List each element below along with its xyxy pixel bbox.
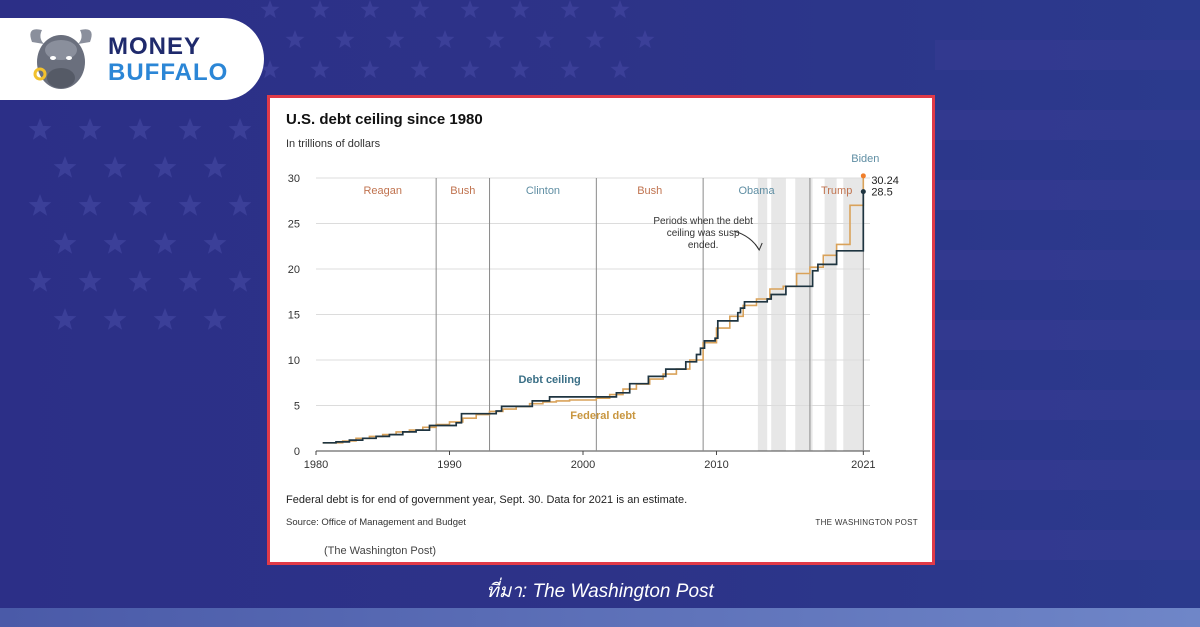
star-shape bbox=[203, 156, 227, 178]
presidency-label: Bush bbox=[450, 185, 475, 197]
star-shape bbox=[535, 30, 555, 49]
star-shape bbox=[153, 156, 177, 178]
star-shape bbox=[560, 0, 580, 19]
star-shape bbox=[103, 308, 127, 330]
chart-subtitle: In trillions of dollars bbox=[286, 138, 381, 150]
x-tick-label: 1990 bbox=[437, 459, 461, 471]
star-shape bbox=[153, 232, 177, 254]
x-tick-label: 2010 bbox=[704, 459, 728, 471]
star-shape bbox=[228, 270, 252, 292]
star-shape bbox=[285, 30, 305, 49]
x-tick-label: 1980 bbox=[304, 459, 328, 471]
star-shape bbox=[635, 30, 655, 49]
presidency-label: Bush bbox=[637, 185, 662, 197]
star-shape bbox=[78, 194, 102, 216]
star-shape bbox=[128, 270, 152, 292]
bottom-bar bbox=[0, 608, 1200, 627]
star-shape bbox=[410, 0, 430, 19]
annotation-arrowhead bbox=[754, 242, 763, 252]
star-shape bbox=[78, 270, 102, 292]
chart-card: U.S. debt ceiling since 1980 In trillions… bbox=[267, 95, 935, 565]
star-shape bbox=[335, 30, 355, 49]
star-shape bbox=[53, 156, 77, 178]
star-shape bbox=[460, 60, 480, 79]
star-shape bbox=[485, 30, 505, 49]
presidency-label: Trump bbox=[821, 185, 852, 197]
star-shape bbox=[610, 60, 630, 79]
star-shape bbox=[310, 60, 330, 79]
star-shape bbox=[260, 0, 280, 19]
star-shape bbox=[360, 60, 380, 79]
star-shape bbox=[53, 308, 77, 330]
x-tick-label: 2000 bbox=[571, 459, 595, 471]
brand-name-line2: BUFFALO bbox=[108, 59, 229, 86]
star-shape bbox=[310, 0, 330, 19]
flag-stars-decoration bbox=[28, 0, 655, 330]
y-tick-label: 5 bbox=[294, 401, 300, 413]
y-tick-label: 30 bbox=[288, 173, 300, 185]
federal-debt-end-marker bbox=[860, 173, 866, 179]
star-shape bbox=[460, 0, 480, 19]
debt-ceiling-end-marker bbox=[860, 189, 866, 195]
star-shape bbox=[203, 308, 227, 330]
star-shape bbox=[28, 270, 52, 292]
chart-credit: THE WASHINGTON POST bbox=[815, 518, 918, 527]
star-shape bbox=[385, 30, 405, 49]
series-label: Federal debt bbox=[570, 410, 636, 422]
x-tick-label: 2021 bbox=[851, 459, 875, 471]
star-shape bbox=[28, 194, 52, 216]
star-shape bbox=[178, 118, 202, 140]
star-shape bbox=[585, 30, 605, 49]
buffalo-head-icon bbox=[30, 29, 92, 89]
federal-debt-end-label: 30.24 bbox=[871, 175, 899, 187]
star-shape bbox=[410, 60, 430, 79]
star-shape bbox=[360, 0, 380, 19]
star-shape bbox=[260, 60, 280, 79]
annotation-text: Periods when the debt bbox=[653, 216, 753, 227]
star-shape bbox=[28, 118, 52, 140]
star-shape bbox=[128, 118, 152, 140]
brand-logo[interactable]: MONEY BUFFALO bbox=[0, 18, 264, 100]
source-caption: ที่มา: The Washington Post bbox=[486, 581, 714, 602]
star-shape bbox=[103, 232, 127, 254]
chart-source: Source: Office of Management and Budget bbox=[286, 517, 466, 528]
y-tick-label: 10 bbox=[288, 355, 300, 367]
star-shape bbox=[610, 0, 630, 19]
presidency-label: Clinton bbox=[526, 185, 560, 197]
chart-footnote: Federal debt is for end of government ye… bbox=[286, 494, 687, 506]
presidency-label: Obama bbox=[738, 185, 775, 197]
debt-ceiling-chart: U.S. debt ceiling since 1980 In trillions… bbox=[286, 111, 918, 557]
star-shape bbox=[53, 232, 77, 254]
star-shape bbox=[203, 232, 227, 254]
chart-title: U.S. debt ceiling since 1980 bbox=[286, 111, 483, 128]
star-shape bbox=[128, 194, 152, 216]
star-shape bbox=[78, 118, 102, 140]
brand-name-line1: MONEY bbox=[108, 33, 202, 60]
y-tick-label: 15 bbox=[288, 310, 300, 322]
star-shape bbox=[178, 270, 202, 292]
y-tick-label: 0 bbox=[294, 446, 300, 458]
annotation-text: ceiling was susp bbox=[667, 228, 740, 239]
star-shape bbox=[510, 0, 530, 19]
annotation-text: ended. bbox=[688, 240, 719, 251]
presidency-label: Biden bbox=[851, 153, 879, 165]
star-shape bbox=[153, 308, 177, 330]
star-shape bbox=[103, 156, 127, 178]
star-shape bbox=[510, 60, 530, 79]
debt-ceiling-end-label: 28.5 bbox=[871, 187, 892, 199]
y-tick-label: 25 bbox=[288, 219, 300, 231]
debt-ceiling-line bbox=[322, 191, 865, 444]
presidency-label: Reagan bbox=[363, 185, 402, 197]
star-shape bbox=[228, 118, 252, 140]
flag-stripes-decoration bbox=[935, 40, 1200, 560]
chart-credit-parenthetical: (The Washington Post) bbox=[324, 545, 436, 557]
series-label: Debt ceiling bbox=[518, 374, 580, 386]
star-shape bbox=[435, 30, 455, 49]
star-shape bbox=[560, 60, 580, 79]
y-tick-label: 20 bbox=[288, 264, 300, 276]
star-shape bbox=[228, 194, 252, 216]
star-shape bbox=[178, 194, 202, 216]
